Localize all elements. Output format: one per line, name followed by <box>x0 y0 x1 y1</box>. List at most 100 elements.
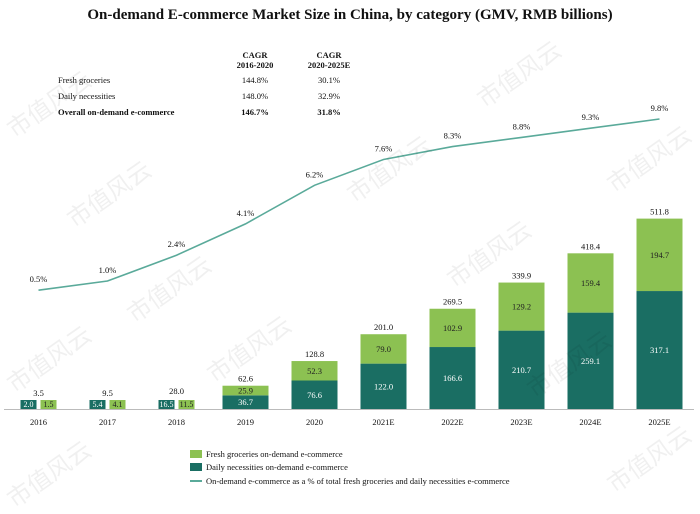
bar-fresh-groceries <box>567 253 614 313</box>
cagr-row-label: Daily necessities <box>58 91 116 101</box>
x-tick-label: 2023E <box>510 417 532 427</box>
cagr-row-value-1: 148.0% <box>241 91 269 101</box>
data-label-share: 6.2% <box>306 169 324 179</box>
chart-plot: 2.0 1.53.5 2016 5.4 4.19.5 2017 16.5 11.5 28.0 20… <box>4 103 694 427</box>
data-label-share: 8.8% <box>513 121 531 131</box>
data-label-daily: 166.6 <box>443 373 462 383</box>
cagr-row-daily-necessities: Daily necessities 148.0% 32.9% <box>58 88 366 104</box>
x-tick-label: 2022E <box>441 417 463 427</box>
data-label-total: 28.0 <box>169 386 184 396</box>
x-tick-label: 2016 <box>30 417 47 427</box>
x-tick-label: 2019 <box>237 417 254 427</box>
cagr-col2-header-line2: 2020-2025E <box>307 60 351 70</box>
data-label-daily: 210.7 <box>512 365 531 375</box>
cagr-col1-header-line2: 2016-2020 <box>236 60 274 70</box>
bar-daily-necessities <box>158 400 175 409</box>
data-label-share: 4.1% <box>237 208 255 218</box>
data-label-daily: 317.1 <box>650 345 669 355</box>
data-label-daily: 16.5 <box>160 400 174 409</box>
data-label-fresh: 1.5 <box>44 400 54 409</box>
bar-daily-necessities <box>360 363 407 409</box>
data-label-total: 9.5 <box>102 388 113 398</box>
data-label-share: 0.5% <box>30 274 48 284</box>
data-label-daily: 259.1 <box>581 356 600 366</box>
data-label-total: 511.8 <box>650 207 669 217</box>
x-tick-label: 2025E <box>648 417 670 427</box>
legend-item-fresh-groceries: Fresh groceries on-demand e-commerce <box>190 449 343 459</box>
data-label-fresh: 11.5 <box>180 400 194 409</box>
cagr-table: CAGR 2016-2020 CAGR 2020-2025E Fresh gro… <box>58 48 366 120</box>
data-label-total: 269.5 <box>443 297 462 307</box>
x-tick-label: 2017 <box>99 417 116 427</box>
legend-label: Fresh groceries on-demand e-commerce <box>206 449 343 459</box>
data-label-daily: 76.6 <box>307 390 322 400</box>
data-label-fresh: 159.4 <box>581 278 601 288</box>
data-label-share: 2.4% <box>168 239 186 249</box>
bar-fresh-groceries <box>222 385 269 396</box>
cagr-row-value-2: 31.8% <box>317 107 341 117</box>
cagr-row-value-2: 32.9% <box>318 91 340 101</box>
legend-item-share-line: On-demand e-commerce as a % of total fre… <box>190 476 510 486</box>
data-label-fresh: 4.1 <box>113 400 123 409</box>
cagr-col1-header-line1: CAGR <box>242 50 268 60</box>
data-label-share: 7.6% <box>375 143 393 153</box>
data-label-fresh: 25.9 <box>238 386 253 396</box>
bar-daily-necessities <box>498 330 545 409</box>
legend-label: Daily necessities on-demand e-commerce <box>206 462 348 472</box>
bar-fresh-groceries <box>291 361 338 381</box>
cagr-row-value-1: 146.7% <box>241 107 269 117</box>
data-label-share: 9.8% <box>651 103 669 113</box>
legend-label: On-demand e-commerce as a % of total fre… <box>206 476 510 486</box>
cagr-row-fresh-groceries: Fresh groceries 144.8% 30.1% <box>58 72 366 88</box>
data-label-daily: 122.0 <box>374 381 393 391</box>
data-label-fresh: 79.0 <box>376 344 391 354</box>
legend-line-share <box>190 480 202 482</box>
cagr-col2-header: CAGR 2020-2025E <box>292 48 366 72</box>
x-tick-label: 2021E <box>372 417 394 427</box>
data-label-total: 128.8 <box>305 349 324 359</box>
x-tick-label: 2020 <box>306 417 323 427</box>
bar-fresh-groceries <box>498 282 545 331</box>
data-label-daily: 36.7 <box>238 397 253 407</box>
cagr-row-label: Fresh groceries <box>58 75 111 85</box>
bar-daily-necessities <box>222 395 269 409</box>
bar-daily-necessities <box>429 347 476 409</box>
bar-daily-necessities <box>291 380 338 409</box>
data-label-daily: 2.0 <box>24 400 34 409</box>
cagr-col1-header: CAGR 2016-2020 <box>218 48 292 72</box>
cagr-row-label: Overall on-demand e-commerce <box>58 107 175 117</box>
bar-fresh-groceries <box>40 400 57 409</box>
data-label-share: 1.0% <box>99 265 117 275</box>
data-label-fresh: 129.2 <box>512 302 531 312</box>
data-label-fresh: 194.7 <box>650 250 669 260</box>
legend-swatch-fresh-groceries <box>190 450 202 458</box>
bar-daily-necessities <box>20 400 37 409</box>
bar-fresh-groceries <box>360 334 407 364</box>
cagr-row-overall: Overall on-demand e-commerce 146.7% 31.8… <box>58 104 366 120</box>
cagr-col2-header-line1: CAGR <box>316 50 342 60</box>
cagr-row-value-2: 30.1% <box>318 75 340 85</box>
x-tick-label: 2024E <box>579 417 601 427</box>
data-label-total: 339.9 <box>512 271 531 281</box>
bar-daily-necessities <box>567 312 614 409</box>
data-label-total: 201.0 <box>374 322 393 332</box>
bar-fresh-groceries <box>636 218 683 292</box>
data-label-total: 3.5 <box>33 388 44 398</box>
line-share <box>38 118 660 291</box>
bar-fresh-groceries <box>429 308 476 348</box>
legend-swatch-daily-necessities <box>190 463 202 471</box>
legend-item-daily-necessities: Daily necessities on-demand e-commerce <box>190 462 348 472</box>
data-label-fresh: 52.3 <box>307 366 322 376</box>
bar-daily-necessities <box>89 400 106 409</box>
bar-daily-necessities <box>636 291 683 409</box>
x-tick-label: 2018 <box>168 417 185 427</box>
chart-title: On-demand E-commerce Market Size in Chin… <box>87 7 613 23</box>
data-label-daily: 5.4 <box>93 400 103 409</box>
data-label-total: 418.4 <box>581 241 601 251</box>
data-label-total: 62.6 <box>238 374 253 384</box>
data-label-share: 9.3% <box>582 112 600 122</box>
data-label-share: 8.3% <box>444 131 462 141</box>
bar-fresh-groceries <box>109 400 126 409</box>
data-label-fresh: 102.9 <box>443 323 462 333</box>
cagr-row-value-1: 144.8% <box>241 75 269 85</box>
